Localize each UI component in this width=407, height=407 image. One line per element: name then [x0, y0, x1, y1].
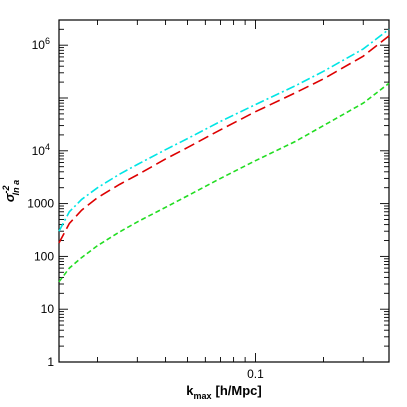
y-axis-label-group: σ-2ln a	[1, 180, 21, 202]
y-tick-label: 10	[41, 302, 55, 316]
y-tick-label: 1	[47, 355, 54, 369]
x-axis-label-unit: [h/Mpc]	[216, 383, 262, 398]
x-axis-label-main: k	[186, 383, 194, 398]
x-axis-label-sub: max	[194, 391, 212, 401]
plot-frame	[58, 19, 390, 363]
series-lines	[58, 28, 390, 283]
series-line-3	[58, 82, 390, 283]
y-tick-label: 100	[34, 249, 54, 263]
y-tick-label: 104	[32, 142, 50, 158]
y-axis-label-main: σ	[2, 192, 17, 202]
series-line-1	[58, 28, 390, 232]
y-axis-label-sup: -2	[1, 185, 11, 193]
x-tick-label: 0.1	[247, 367, 264, 381]
x-axis-label: kmax [h/Mpc]	[186, 383, 261, 401]
series-line-2	[58, 35, 390, 244]
x-ticks: 0.1	[97, 20, 364, 381]
y-ticks: 1 10 100 1000 104 106	[27, 19, 389, 369]
y-axis-label-sub: ln a	[11, 180, 21, 196]
y-axis-label: σ-2ln a	[1, 180, 21, 202]
y-tick-label: 106	[32, 36, 50, 52]
y-tick-label: 1000	[27, 197, 54, 211]
